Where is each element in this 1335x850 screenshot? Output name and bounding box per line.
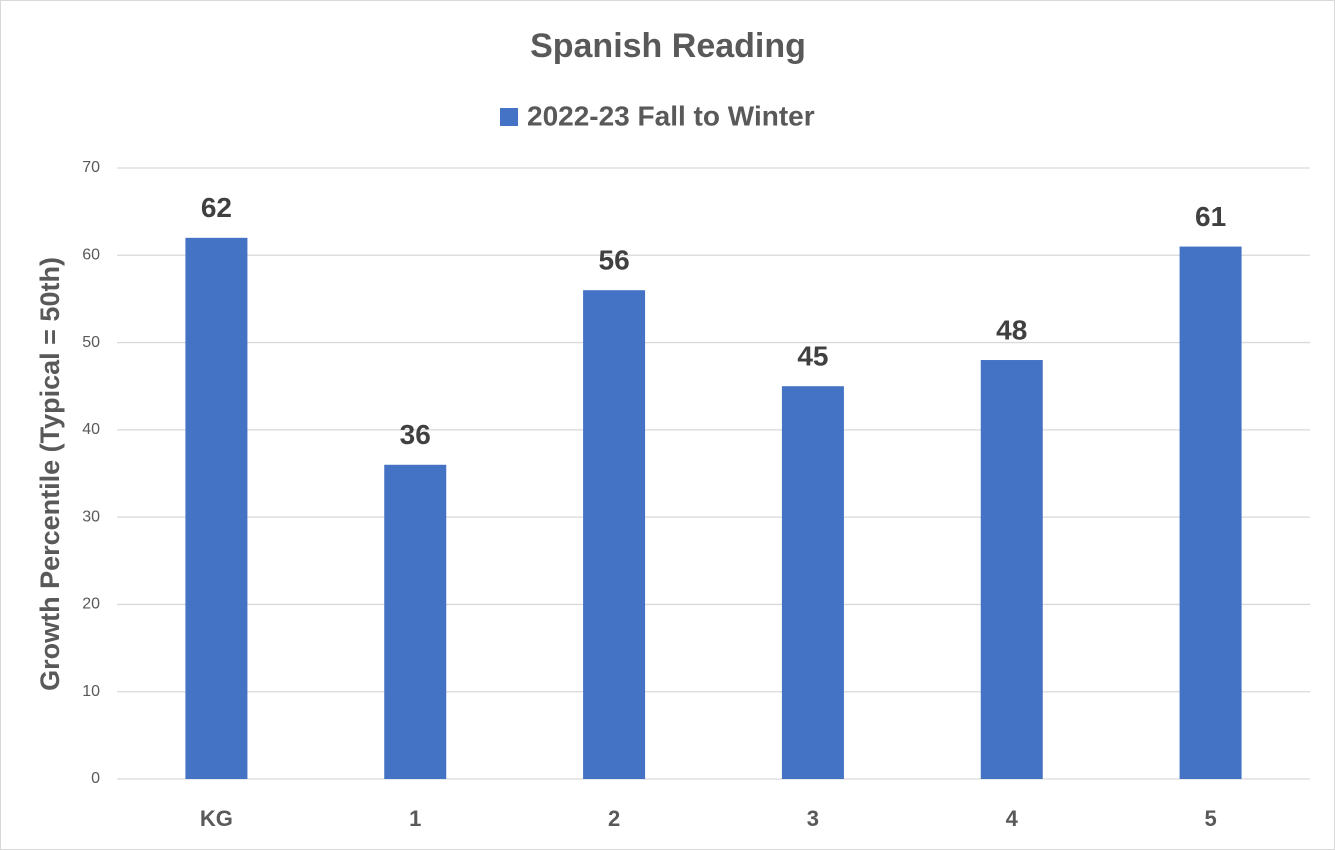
x-tick-label: KG	[200, 806, 233, 831]
legend-label: 2022-23 Fall to Winter	[527, 100, 815, 131]
bar	[583, 290, 646, 779]
legend-swatch	[500, 108, 518, 126]
bar	[980, 360, 1043, 779]
data-label: 45	[797, 341, 828, 372]
data-label: 62	[201, 192, 232, 223]
y-axis-label: Growth Percentile (Typical = 50th)	[35, 257, 65, 691]
data-label: 48	[996, 314, 1027, 345]
y-tick-label: 0	[91, 770, 100, 787]
x-tick-label: 3	[807, 806, 819, 831]
bar	[185, 237, 248, 780]
chart-title: Spanish Reading	[530, 27, 806, 65]
y-tick-label: 20	[82, 596, 100, 613]
data-label: 56	[599, 245, 630, 276]
y-tick-label: 70	[82, 159, 100, 176]
bar	[1179, 246, 1242, 780]
y-tick-label: 40	[82, 421, 100, 438]
y-tick-label: 60	[82, 247, 100, 264]
data-label: 36	[400, 419, 431, 450]
bar	[781, 386, 844, 779]
data-label: 61	[1195, 201, 1226, 232]
x-tick-label: 2	[608, 806, 620, 831]
y-tick-label: 30	[82, 508, 100, 525]
x-tick-label: 5	[1204, 806, 1216, 831]
y-tick-label: 50	[82, 334, 100, 351]
bar	[384, 464, 447, 779]
x-tick-label: 1	[409, 806, 421, 831]
x-tick-label: 4	[1006, 806, 1019, 831]
y-tick-label: 10	[82, 683, 100, 700]
